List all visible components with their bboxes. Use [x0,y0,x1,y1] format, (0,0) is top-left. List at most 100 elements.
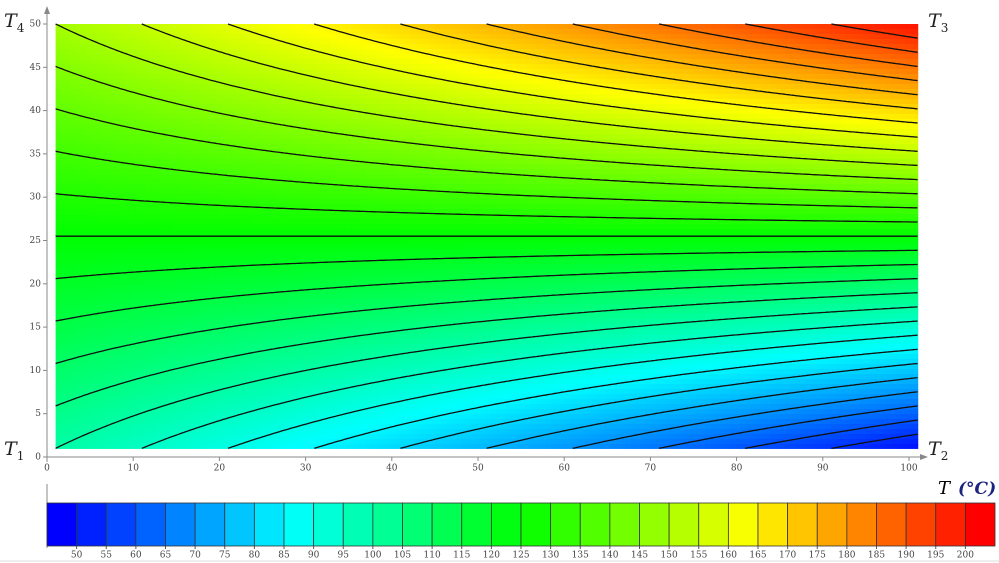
field-cell [760,84,767,90]
field-cell [70,39,77,45]
field-cell [780,104,787,110]
field-cell [500,54,507,60]
field-cell [615,84,622,90]
field-cell [115,149,122,155]
field-cell [520,149,527,155]
field-cell [560,84,567,90]
field-cell [525,64,532,70]
field-cell [245,144,252,150]
field-cell [585,154,592,160]
field-cell [750,119,757,125]
field-cell [335,39,342,45]
field-cell [575,64,582,70]
field-cell [865,114,872,120]
field-cell [675,59,682,65]
field-cell [750,69,757,75]
field-cell [415,29,422,35]
field-cell [505,64,512,70]
field-cell [625,119,632,125]
field-cell [645,34,652,40]
field-cell [140,74,147,80]
field-cell [650,89,657,95]
field-cell [660,64,667,70]
field-cell [615,144,622,150]
field-cell [155,164,162,170]
field-cell [200,64,207,70]
field-cell [440,134,447,140]
field-cell [280,149,287,155]
field-cell [840,29,847,35]
field-cell [685,74,692,80]
field-cell [295,34,302,40]
field-cell [690,54,697,60]
field-cell [485,159,492,165]
field-cell [365,74,372,80]
field-cell [480,164,487,170]
field-cell [630,129,637,135]
field-cell [455,114,462,120]
field-cell [845,134,852,140]
field-cell [240,49,247,55]
field-cell [405,54,412,60]
field-cell [915,124,919,130]
field-cell [895,69,902,75]
field-cell [105,59,112,65]
field-cell [660,139,667,145]
field-cell [730,84,737,90]
field-cell [850,24,857,30]
field-cell [80,29,87,35]
field-cell [860,59,867,65]
field-cell [625,64,632,70]
field-cell [160,134,167,140]
field-cell [100,109,107,115]
field-cell [275,39,282,45]
field-cell [305,119,312,125]
field-cell [445,99,452,105]
field-cell [455,69,462,75]
field-cell [630,159,637,165]
field-cell [875,114,882,120]
field-cell [65,89,72,95]
field-cell [705,104,712,110]
field-cell [255,54,262,60]
field-cell [635,164,642,170]
field-cell [390,124,397,130]
field-cell [535,54,542,60]
field-cell [210,39,217,45]
field-cell [250,154,257,160]
field-cell [265,54,272,60]
field-cell [265,64,272,70]
field-cell [380,164,387,170]
field-cell [700,129,707,135]
field-cell [685,109,692,115]
field-cell [420,34,427,40]
field-cell [500,114,507,120]
field-cell [900,109,907,115]
field-cell [785,159,792,165]
field-cell [895,79,902,85]
field-cell [425,114,432,120]
field-cell [505,154,512,160]
field-cell [475,24,482,30]
field-cell [165,164,172,170]
field-cell [855,24,862,30]
field-cell [355,164,362,170]
field-cell [625,74,632,80]
field-cell [100,104,107,110]
field-cell [740,104,747,110]
field-cell [350,114,357,120]
field-cell [505,54,512,60]
field-cell [405,99,412,105]
field-cell [195,54,202,60]
field-cell [350,44,357,50]
field-cell [855,39,862,45]
field-cell [220,74,227,80]
field-cell [60,124,67,130]
field-cell [360,164,367,170]
field-cell [75,154,82,160]
field-cell [770,64,777,70]
field-cell [445,74,452,80]
field-cell [715,154,722,160]
field-cell [530,69,537,75]
field-cell [885,34,892,40]
